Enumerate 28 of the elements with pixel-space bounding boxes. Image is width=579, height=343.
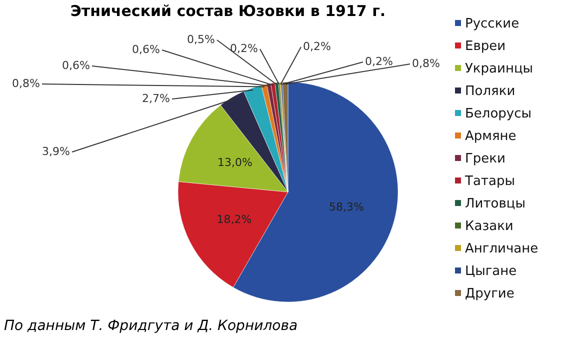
data-label: 0,2% [303, 40, 331, 54]
legend-label: Другие [465, 286, 514, 302]
data-label: 2,7% [142, 92, 170, 106]
legend-label: Армяне [465, 129, 516, 144]
data-label: 18,2% [216, 212, 252, 226]
data-label: 0,2% [365, 55, 393, 68]
legend-label: Украинцы [465, 62, 534, 77]
legend-label: Цыгане [465, 264, 517, 280]
legend-label: Казаки [465, 219, 514, 234]
chart-title: Этнический состав Юзовки в 1917 г. [70, 2, 386, 20]
data-label: 0,8% [412, 57, 440, 70]
data-label: 0,5% [187, 33, 215, 46]
text: По данным Т. Фридгута и Д. Корнилова [4, 318, 298, 334]
data-label: 13,0% [218, 156, 252, 169]
legend-label: Литовцы [465, 196, 526, 212]
data-label: 0,8% [12, 77, 40, 90]
data-label: 0,6% [132, 43, 160, 56]
legend-label: Белорусы [465, 106, 532, 122]
legend-label: Татары [464, 174, 515, 190]
legend-label: Греки [465, 152, 506, 167]
data-label: 0,2% [230, 42, 258, 56]
data-label: 0,6% [62, 59, 90, 72]
legend-label: Поляки [465, 84, 516, 100]
data-label: 3,9% [42, 145, 70, 158]
legend-label: Русские [465, 16, 520, 32]
legend-label: Евреи [465, 39, 506, 54]
legend-label: Англичане [465, 242, 538, 257]
data-label: 58,3% [328, 200, 364, 214]
